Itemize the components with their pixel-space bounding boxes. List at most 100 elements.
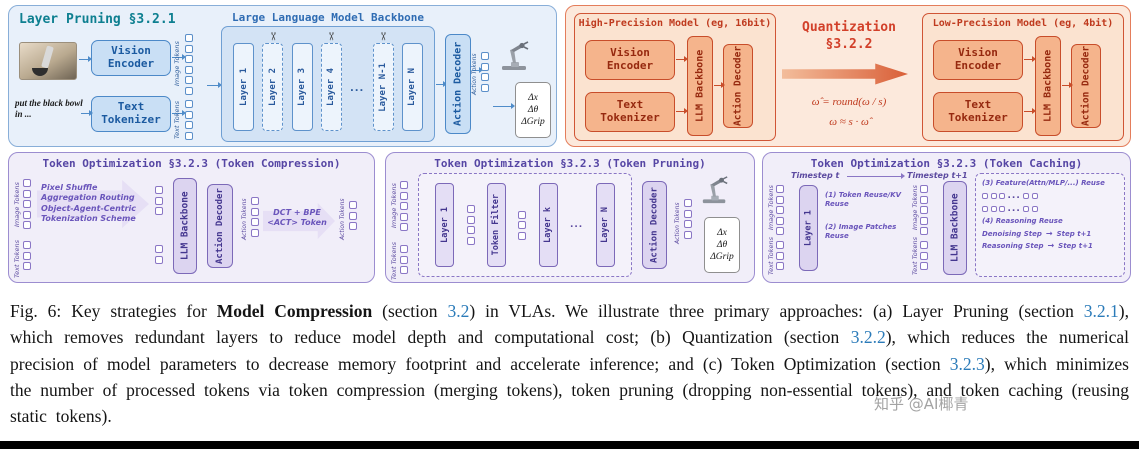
text-token-column [776,241,784,270]
low-precision-model-box: Low-Precision Model (eg, 4bit) Vision En… [922,13,1124,141]
image-tokens-label: Image Tokens [767,185,775,231]
quantization-formula-2: ω ≈ s · ω̂ [829,116,869,128]
scissors-icon: ✂ [324,31,338,42]
delta-x: Δx [528,93,538,103]
figure-caption: Fig. 6: Key strategies for Model Compres… [10,298,1129,429]
caption-text: ), which reduces the numerical precision… [10,327,1130,374]
delta-grip: ΔGrip [521,117,545,127]
delta-x: Δx [717,228,727,238]
backbone-title: Large Language Model Backbone [231,11,425,24]
layer-1-box: Layer 1 [435,183,455,267]
scissors-icon: ✂ [266,31,280,42]
pruned-backbone-container: Layer 1 Token Filter Layer k ... Layer N [418,173,632,277]
image-tokens-label: Image Tokens [173,41,181,87]
image-token-column [185,34,193,95]
flow-arrow [172,109,186,116]
section-link-3-2-2[interactable]: 3.2.2 [850,327,886,348]
layer-1-box: Layer 1 [799,185,818,271]
section-link-3-2-1[interactable]: 3.2.1 [1083,301,1119,321]
caption-text: ), which removes redundant layers to red… [10,301,1129,348]
text-tokenizer-box: Text Tokenizer [585,92,675,132]
timestep-arrow [847,172,905,179]
flow-arrow [1024,55,1036,62]
denoising-step-line: Denoising Step → Step t+1 [982,229,1092,239]
action-decoder-box: Action Decoder [445,34,471,134]
image-tokens-label: Image Tokens [13,182,21,228]
text-token-column [23,241,31,270]
flow-arrow [79,55,92,62]
section-link-3-2-3[interactable]: 3.2.3 [949,353,985,374]
image-tokens-label: Image Tokens [390,183,398,229]
action-token-column [684,199,692,239]
layer-1-box: Layer 1 [233,43,255,131]
reuse-3-label: (3) Feature(Attn/MLP/...) Reuse [982,179,1105,187]
action-compression-method-text: DCT + BPE <ACT> Token [267,208,327,228]
delta-grip: ΔGrip [710,252,734,262]
image-token-column [400,181,408,231]
ellipsis: ... [349,82,365,94]
compressed-action-token-column [349,201,357,230]
compression-method-text: Pixel Shuffle Aggregation Routing Object… [41,183,137,224]
layer-pruning-title: Layer Pruning §3.2.1 [19,12,176,27]
caption-text: Fig. 6: Key strategies for [10,301,217,321]
flow-arrow [207,81,222,88]
layer-2-box-pruned: ✂ Layer 2 [262,32,284,131]
delta-theta: Δθ [527,105,539,115]
arrow-icon: → [1047,241,1055,251]
reuse-4-label: (4) Reasoning Reuse [982,217,1063,226]
text-token-column [400,245,408,274]
high-precision-model-box: High-Precision Model (eg, 16bit) Vision … [574,13,776,141]
action-output-box: Δx Δθ ΔGrip [515,82,551,138]
token-pruning-title: Token Optimization §3.2.3 (Token Pruning… [434,157,706,170]
text-tokens-label: Text Tokens [13,239,21,279]
quantization-panel: High-Precision Model (eg, 16bit) Vision … [565,5,1131,147]
timestep-t1-label: Timestep t+1 [907,171,968,180]
llm-backbone-box: LLM Backbone [687,36,713,136]
action-token-column [251,197,259,237]
high-precision-title: High-Precision Model (eg, 16bit) [578,18,772,29]
flow-arrow [81,109,93,116]
section-link-3-2[interactable]: 3.2 [447,301,470,321]
layer-pruning-panel: Layer Pruning §3.2.1 Large Language Mode… [8,5,557,147]
flow-arrow [676,55,688,62]
flow-arrow [714,81,725,88]
action-tokens-label: Action Tokens [674,202,681,244]
flow-arrow [172,53,186,60]
flow-arrow [1024,107,1036,114]
quantization-title: Quantization §3.2.2 [802,20,896,52]
watermark: 知乎 @AI椰青 [874,395,969,413]
text-tokens-label: Text Tokens [390,241,398,281]
token-pruning-panel: Token Optimization §3.2.3 (Token Pruning… [385,152,755,283]
token-compression-title: Token Optimization §3.2.3 (Token Compres… [42,157,341,170]
text-tokenizer-box: Text Tokenizer [933,92,1023,132]
action-tokens-label: Action Tokens [339,198,346,240]
compressed-text-token-column [155,245,163,264]
token-column [466,205,475,245]
action-decoder-box: Action Decoder [1071,44,1101,128]
flow-arrow [493,102,515,109]
timestep-t-label: Timestep t [791,171,840,180]
token-filter-box: Token Filter [486,183,506,267]
flow-arrow [1062,81,1073,88]
text-tokens-label: Text Tokens [767,236,775,276]
text-tokens-label: Text Tokens [911,236,919,276]
caption-text: ), which minimizes the number of process… [10,353,1129,427]
scissors-icon: ✂ [376,31,390,42]
reuse-2-label: (2) Image Patches Reuse [825,223,897,241]
robot-arm-icon [499,40,531,76]
instruction-text: put the black bowl in ... [15,98,83,120]
delta-theta: Δθ [716,240,728,250]
token-caching-panel: Token Optimization §3.2.3 (Token Caching… [762,152,1131,283]
quantization-formula-1: ω̂ = round(ω / s) [811,96,887,108]
feature-cache-container: (3) Feature(Attn/MLP/...) Reuse ... ... … [975,173,1125,277]
flow-arrow [436,80,447,87]
text-token-column-t1 [920,241,928,270]
pruned-token-column [518,210,527,240]
caption-text: (section [372,301,448,321]
vision-encoder-box: Vision Encoder [933,40,1023,80]
llm-backbone-box: LLM Backbone [1035,36,1061,136]
action-tokens-label: Action Tokens [241,198,248,240]
ellipsis: ... [569,220,584,230]
text-tokens-label: Text Tokens [173,100,181,140]
